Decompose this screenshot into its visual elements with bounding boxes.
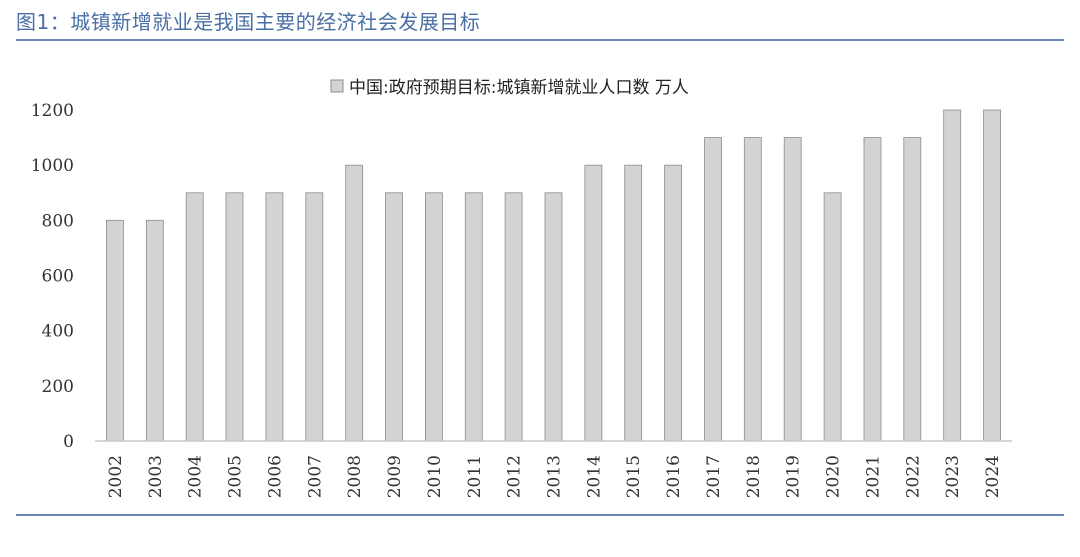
x-tick-label: 2008 <box>345 455 365 498</box>
bar-2009 <box>385 192 403 442</box>
bar-2020 <box>823 192 842 442</box>
figure-title: 图1：城镇新增就业是我国主要的经济社会发展目标 <box>16 10 481 34</box>
x-tick-label: 2006 <box>265 455 285 498</box>
y-axis-ticks: 0 200 400 600 800 1000 1200 <box>31 101 74 452</box>
x-tick-label: 2021 <box>864 455 884 498</box>
legend: 中国:政府预期目标:城镇新增就业人口数 万人 <box>330 78 689 98</box>
x-tick-label: 2009 <box>385 455 405 498</box>
bar-2015 <box>624 164 643 442</box>
x-tick-label: 2002 <box>106 455 126 498</box>
y-tick-label: 1200 <box>31 101 74 121</box>
bar-2023 <box>943 109 962 442</box>
x-tick-label: 2005 <box>226 455 246 498</box>
bars <box>106 109 1001 442</box>
x-tick-label: 2015 <box>624 455 644 498</box>
y-tick-label: 1000 <box>31 156 74 176</box>
y-tick-label: 800 <box>42 211 74 231</box>
x-tick-label: 2013 <box>545 455 565 498</box>
x-tick-label: 2023 <box>943 455 963 498</box>
x-axis-ticks: 2002 2003 2004 2005 2006 2007 2008 2009 2010 2011… <box>106 455 1003 498</box>
x-tick-label: 2003 <box>146 455 166 498</box>
x-tick-label: 2018 <box>744 455 764 498</box>
bar-2018 <box>743 137 762 442</box>
bar-2011 <box>464 192 483 442</box>
x-tick-label: 2016 <box>664 455 684 498</box>
x-tick-label: 2017 <box>704 455 724 498</box>
bar-2022 <box>903 137 922 442</box>
bar-2014 <box>584 164 603 442</box>
bar-2002 <box>106 219 124 442</box>
legend-label: 中国:政府预期目标:城镇新增就业人口数 万人 <box>349 78 689 98</box>
bar-2006 <box>265 192 284 442</box>
x-tick-label: 2011 <box>465 455 485 498</box>
bar-2004 <box>185 192 204 442</box>
bar-2017 <box>704 137 722 442</box>
legend-swatch <box>330 79 344 93</box>
bar-2021 <box>863 137 882 442</box>
x-tick-label: 2012 <box>505 455 525 498</box>
y-tick-label: 0 <box>63 432 74 452</box>
bottom-divider <box>16 514 1064 516</box>
y-tick-label: 600 <box>42 267 74 287</box>
x-tick-label: 2020 <box>824 455 844 498</box>
y-tick-label: 200 <box>42 377 74 397</box>
x-tick-label: 2004 <box>186 455 206 498</box>
x-tick-label: 2010 <box>425 455 445 498</box>
bar-2008 <box>345 164 364 442</box>
x-tick-label: 2024 <box>983 455 1003 498</box>
x-tick-label: 2007 <box>305 455 325 498</box>
bar-2007 <box>305 192 324 442</box>
bar-2010 <box>424 192 443 442</box>
y-tick-label: 400 <box>42 322 74 342</box>
bar-2012 <box>504 192 523 442</box>
x-tick-label: 2019 <box>784 455 804 498</box>
top-divider <box>16 39 1064 41</box>
bar-2003 <box>145 219 164 442</box>
bar-2013 <box>544 192 563 442</box>
x-tick-label: 2014 <box>584 455 604 498</box>
bar-2024 <box>983 109 1001 442</box>
bar-2005 <box>225 192 244 442</box>
bar-2016 <box>664 164 682 442</box>
bar-2019 <box>783 137 802 442</box>
x-tick-label: 2022 <box>903 455 923 498</box>
